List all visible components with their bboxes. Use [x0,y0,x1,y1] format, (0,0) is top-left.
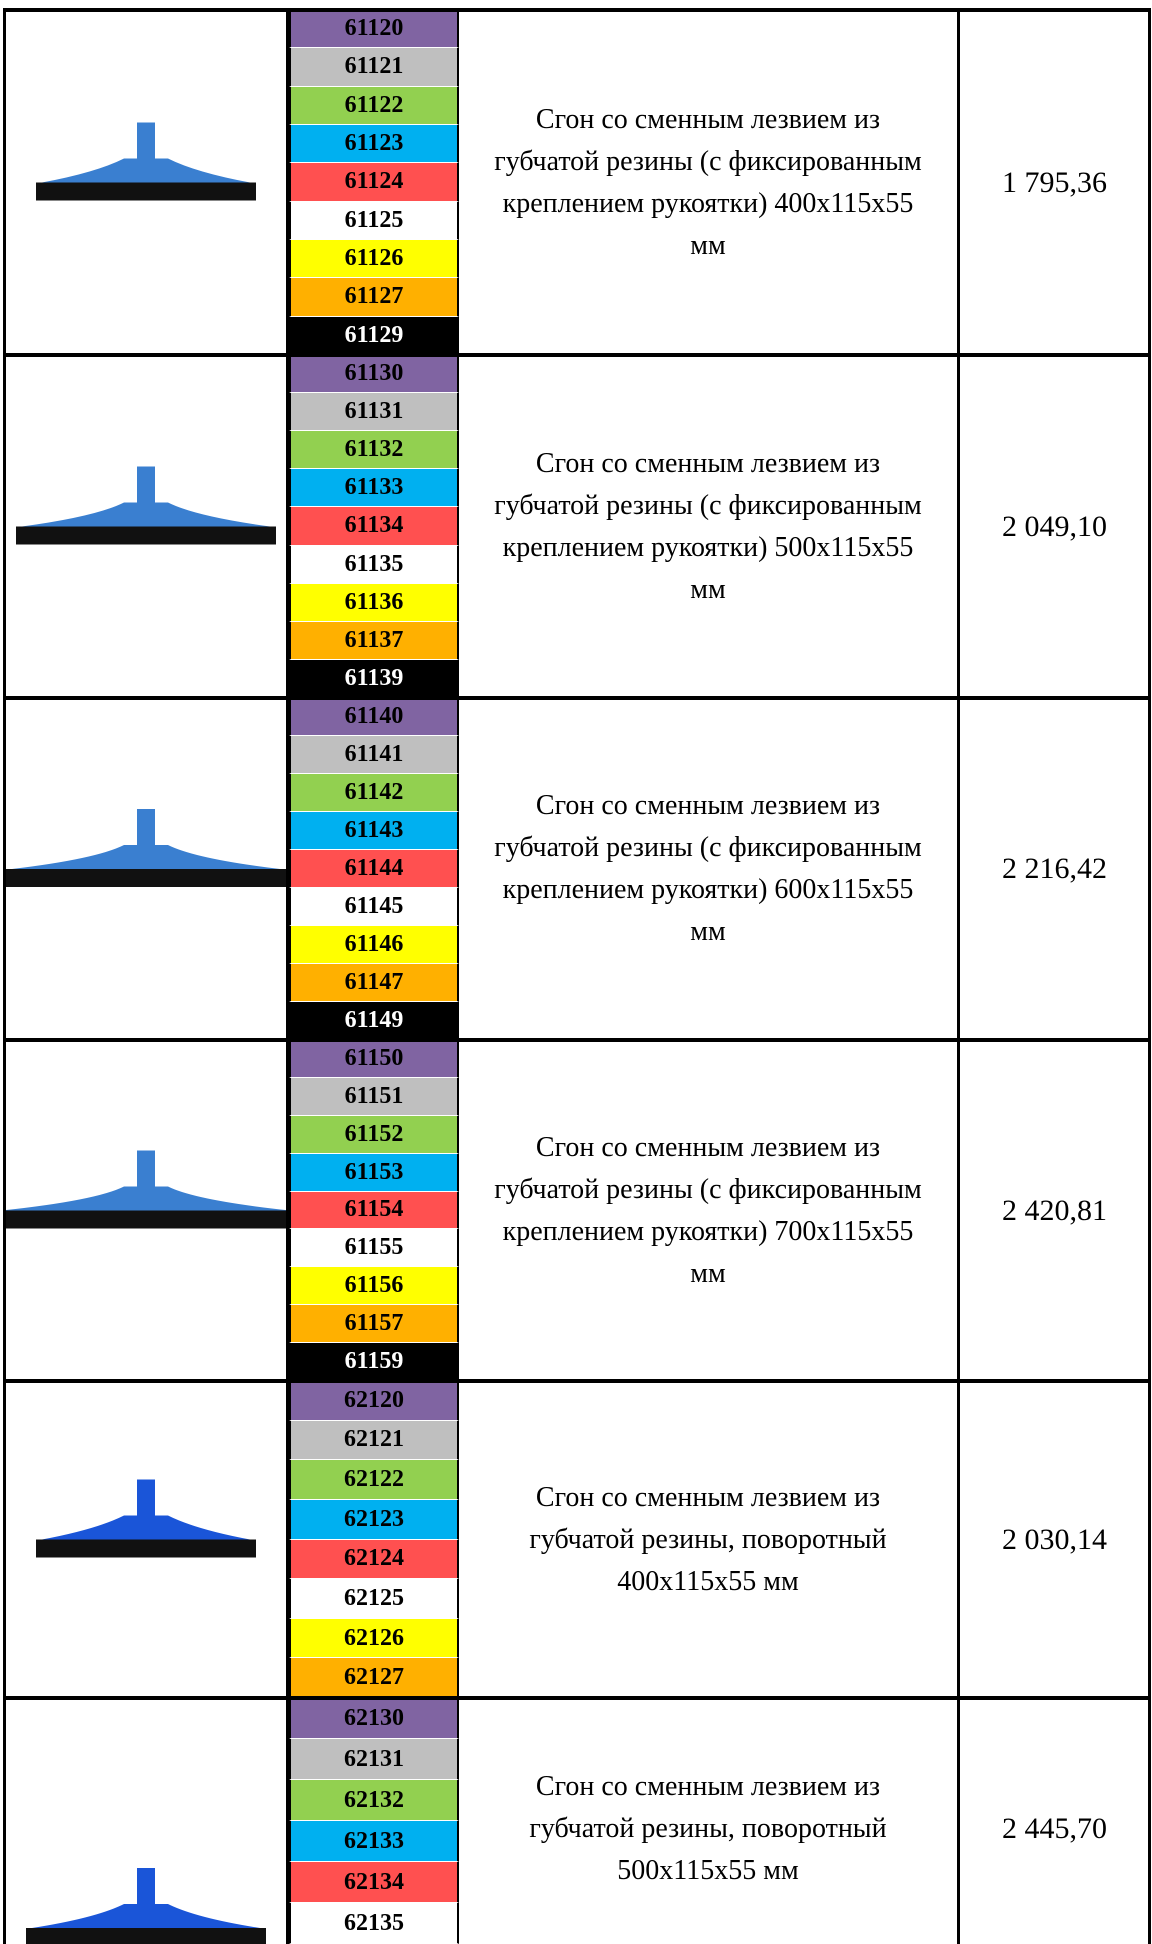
row-border [3,353,1150,357]
description: Сгон со сменным лезвием из губчатой рези… [529,1771,887,1886]
description: Сгон со сменным лезвием из губчатой рези… [494,447,922,605]
color-code: 62121 [289,1420,459,1461]
color-code: 62124 [289,1539,459,1580]
color-code: 61150 [289,1040,459,1078]
color-code: 62135 [289,1903,459,1944]
color-code: 61132 [289,431,459,470]
color-code: 61135 [289,545,459,584]
color-code: 61140 [289,698,459,736]
description: Сгон со сменным лезвием из губчатой рези… [494,103,922,261]
description: Сгон со сменным лезвием из губчатой рези… [529,1481,887,1597]
product-image [6,809,286,887]
color-code: 61133 [289,469,459,508]
color-code: 61137 [289,621,459,660]
color-code: 61129 [289,316,459,355]
column-border [1148,8,1151,1944]
color-code: 62131 [289,1739,459,1780]
price: 2 420,81 [1002,1193,1107,1227]
price: 2 445,70 [1002,1812,1107,1845]
color-code: 61157 [289,1305,459,1344]
color-code: 62134 [289,1862,459,1903]
color-code: 61141 [289,736,459,774]
price: 2 216,42 [1002,852,1107,885]
description: Сгон со сменным лезвием из губчатой рези… [494,790,922,947]
color-code: 61121 [289,48,459,87]
color-code: 61153 [289,1153,459,1192]
product-image [26,1868,266,1944]
color-code: 61155 [289,1229,459,1268]
color-code: 61131 [289,393,459,432]
row-border [3,8,1150,12]
price: 1 795,36 [1002,165,1107,199]
color-code: 61145 [289,888,459,926]
description: Сгон со сменным лезвием из губчатой рези… [494,1131,922,1289]
row-border [3,1696,1150,1700]
color-code: 61152 [289,1115,459,1154]
color-code: 62120 [289,1381,459,1421]
color-code: 61139 [289,659,459,698]
color-code: 62126 [289,1618,459,1659]
price: 2 030,14 [1002,1522,1107,1556]
column-border [957,8,960,1944]
color-code: 62125 [289,1579,459,1619]
color-code: 61151 [289,1077,459,1116]
row-border [3,1038,1150,1042]
color-code: 62122 [289,1460,459,1500]
color-code: 61123 [289,125,459,164]
color-code: 62133 [289,1821,459,1862]
product-image [16,466,276,545]
color-code: 62127 [289,1658,459,1698]
row-border [3,1379,1150,1383]
column-border [3,8,6,1944]
color-code: 61142 [289,774,459,812]
row-border [3,696,1150,700]
column-border [286,8,289,1944]
color-code: 61159 [289,1343,459,1381]
color-code: 61147 [289,964,459,1002]
color-code: 61156 [289,1267,459,1306]
color-code: 61154 [289,1191,459,1230]
color-code: 61125 [289,201,459,240]
color-code: 61122 [289,86,459,125]
color-code: 61130 [289,355,459,394]
color-code: 61127 [289,278,459,317]
color-code: 62130 [289,1698,459,1739]
color-code: 61120 [289,10,459,49]
color-code: 61134 [289,507,459,546]
color-code: 62132 [289,1780,459,1821]
color-code: 62123 [289,1499,459,1540]
color-code: 61136 [289,583,459,622]
color-code: 61126 [289,240,459,279]
color-code: 61146 [289,926,459,964]
color-code: 61124 [289,163,459,202]
color-code: 61144 [289,850,459,888]
color-code: 61149 [289,1002,459,1040]
product-image [36,1479,256,1558]
product-image [36,122,256,201]
product-image [3,1150,289,1229]
price: 2 049,10 [1002,509,1107,543]
color-code: 61143 [289,812,459,850]
